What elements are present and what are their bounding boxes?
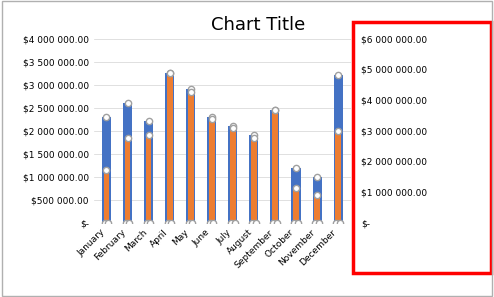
Bar [270,110,280,223]
Bar [207,117,216,223]
Bar [167,73,172,223]
Bar [249,135,258,223]
Bar [228,126,238,223]
Bar [146,135,152,223]
Bar [314,195,320,223]
Bar [293,188,299,223]
Bar [188,91,194,223]
Bar [209,119,214,223]
Bar [186,89,195,223]
Bar [104,170,109,223]
Bar [272,110,278,223]
Bar [313,177,322,223]
Bar [291,168,300,223]
Bar [165,73,174,223]
Bar [230,128,236,223]
Bar [251,138,257,223]
Bar [124,138,130,223]
Title: Chart Title: Chart Title [211,16,305,34]
Bar [123,103,132,223]
Bar [102,117,111,223]
Bar [144,121,153,223]
Bar [333,75,343,223]
Bar [335,131,341,223]
